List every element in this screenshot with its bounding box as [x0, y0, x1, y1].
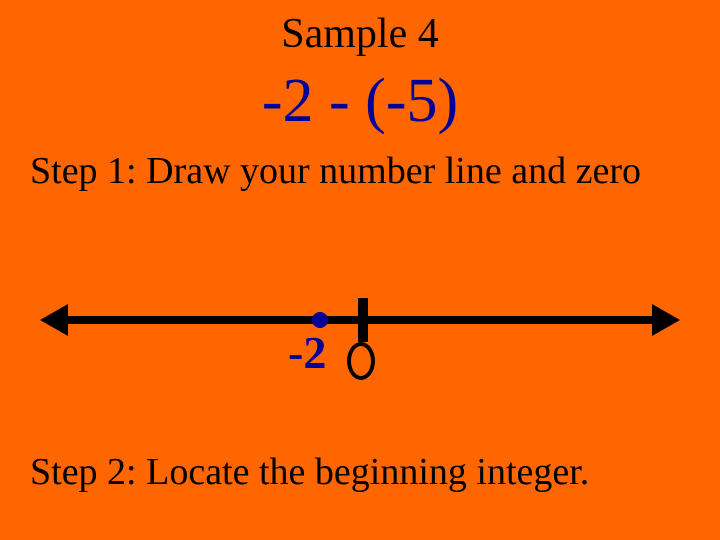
arrow-right-icon	[652, 304, 680, 336]
step-2-text: Step 2: Locate the beginning integer.	[30, 450, 589, 494]
number-line-diagram: -2	[40, 290, 680, 410]
zero-tick	[358, 298, 368, 342]
slide-title: Sample 4	[0, 0, 720, 58]
point-label: -2	[288, 326, 326, 379]
math-expression: -2 - (-5)	[0, 66, 720, 137]
zero-label	[347, 342, 375, 380]
step-1-text: Step 1: Draw your number line and zero	[30, 149, 720, 193]
